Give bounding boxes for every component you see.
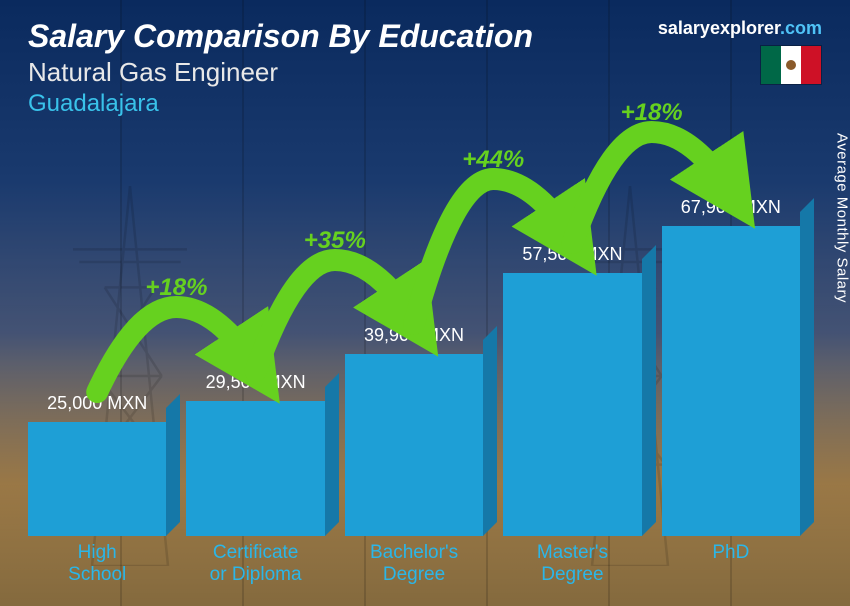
header: Salary Comparison By Education Natural G…: [28, 18, 822, 118]
x-axis-label: PhD: [662, 538, 800, 586]
x-axis-labels: HighSchool Certificateor Diploma Bachelor'…: [28, 538, 800, 586]
y-axis-label: Average Monthly Salary: [834, 133, 850, 303]
salary-bar-chart: 25,000 MXN29,500 MXN39,900 MXN57,500 MXN…: [28, 146, 800, 586]
x-axis-label: Certificateor Diploma: [186, 538, 324, 586]
jump-label: +18%: [145, 274, 207, 301]
chart-title: Salary Comparison By Education: [28, 18, 533, 55]
brand-suffix: .com: [780, 18, 822, 38]
x-axis-label: Master'sDegree: [503, 538, 641, 586]
x-axis-label: HighSchool: [28, 538, 166, 586]
jump-arc: [572, 132, 730, 243]
jump-label: +44%: [462, 146, 524, 173]
brand-name: salaryexplorer: [658, 18, 780, 38]
jump-label: +35%: [304, 227, 366, 254]
jump-arc: [414, 179, 572, 324]
chart-location: Guadalajara: [28, 90, 533, 118]
jump-arc: [97, 307, 255, 392]
flag-mexico-icon: [760, 45, 822, 85]
jump-arcs-layer: +18%+35%+44%+18%: [28, 146, 800, 536]
jump-arc: [256, 260, 414, 371]
x-axis-label: Bachelor'sDegree: [345, 538, 483, 586]
brand-logo: salaryexplorer.com: [658, 18, 822, 39]
chart-subtitle: Natural Gas Engineer: [28, 57, 533, 88]
